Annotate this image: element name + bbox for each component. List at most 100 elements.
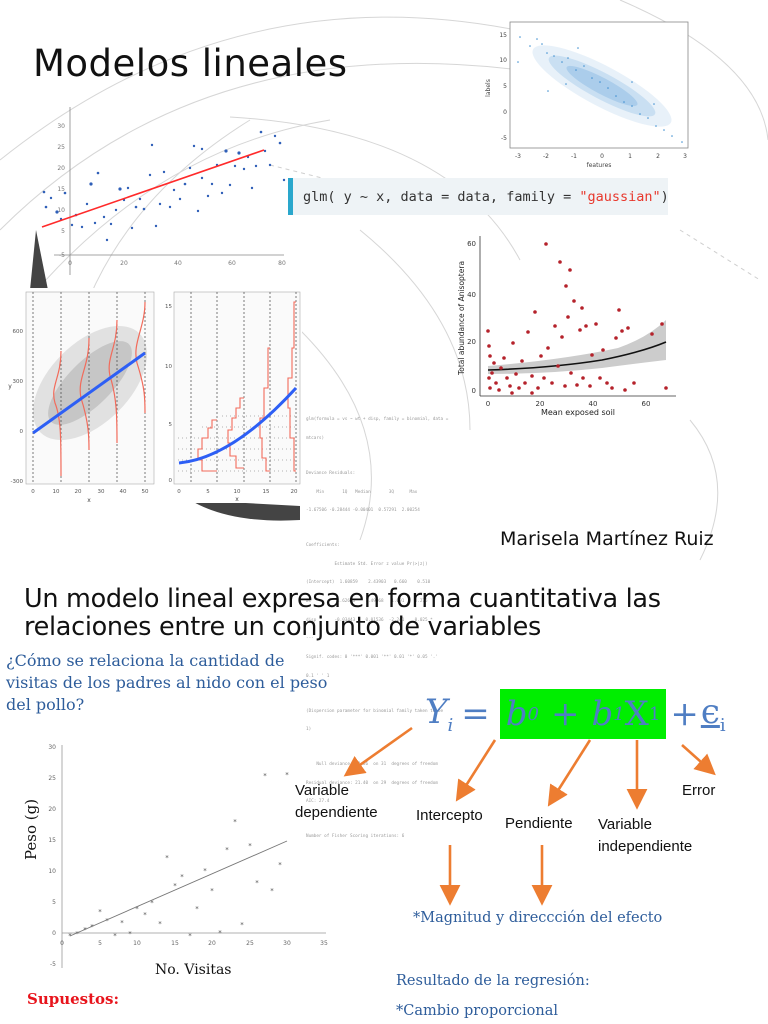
r-line: Deviance Residuals:	[306, 471, 356, 477]
y-axis-label: Peso (g)	[22, 798, 40, 860]
svg-text:20: 20	[208, 940, 216, 947]
svg-text:2: 2	[656, 153, 660, 160]
svg-text:15: 15	[263, 489, 270, 495]
svg-text:30: 30	[98, 489, 105, 495]
background-arcs	[0, 0, 768, 561]
r-line: glm(formula = vs ~ wt + disp, family = b…	[306, 417, 449, 423]
svg-text:60: 60	[228, 260, 236, 267]
svg-text:*: *	[233, 818, 237, 826]
svg-text:0: 0	[60, 940, 64, 947]
svg-text:25: 25	[246, 940, 254, 947]
svg-text:15: 15	[165, 304, 172, 310]
svg-text:*: *	[270, 887, 274, 895]
dark-wedge-bottom	[190, 500, 300, 521]
r-line: Coefficients:	[306, 543, 340, 549]
svg-text:0: 0	[169, 478, 173, 484]
eq-equals: =	[461, 694, 490, 734]
r-line: Residual deviance: 21.40 on 29 degrees o…	[306, 780, 438, 786]
svg-text:*: *	[210, 887, 214, 895]
svg-text:10: 10	[53, 489, 60, 495]
svg-text:10: 10	[165, 364, 172, 370]
svg-text:1: 1	[628, 153, 632, 160]
svg-text:x: x	[235, 496, 239, 503]
r-line: Estimate Std. Error z value Pr(>|z|)	[306, 561, 428, 567]
svg-text:0: 0	[472, 387, 476, 395]
code-text: glm( y ~ x, data = data, family =	[303, 189, 580, 205]
svg-text:*: *	[248, 842, 252, 850]
r-line: Min 1Q Median 3Q Max	[306, 489, 418, 495]
label-variable-independiente: Variable independiente	[598, 816, 693, 855]
svg-text:0: 0	[177, 489, 181, 495]
svg-text:30: 30	[48, 744, 56, 751]
result-item: *Cambio proporcional	[396, 1003, 558, 1019]
svg-text:*: *	[98, 908, 102, 916]
svg-text:5: 5	[61, 228, 65, 235]
svg-text:-3: -3	[515, 153, 521, 160]
svg-text:20: 20	[48, 806, 56, 813]
svg-text:-5: -5	[59, 252, 65, 259]
svg-text:10: 10	[234, 489, 241, 495]
svg-text:*: *	[180, 873, 184, 881]
svg-text:labels: labels	[485, 79, 492, 97]
svg-text:*: *	[150, 899, 154, 907]
svg-text:30: 30	[283, 940, 291, 947]
svg-text:0: 0	[68, 260, 72, 267]
svg-text:3: 3	[683, 153, 687, 160]
r-line: 1)	[306, 727, 312, 733]
svg-text:40: 40	[467, 291, 476, 299]
svg-text:*: *	[188, 932, 192, 940]
svg-text:600: 600	[13, 329, 24, 335]
svg-text:-1: -1	[571, 153, 577, 160]
svg-text:40: 40	[174, 260, 182, 267]
svg-text:40: 40	[120, 489, 127, 495]
eq-error-term: ϵi	[700, 692, 726, 736]
chart-anisoptera: 60 40 20 0 0 20 40 60 Mean exposed soil Total …	[457, 236, 676, 417]
svg-text:*: *	[195, 905, 199, 913]
r-line: mtcars)	[306, 436, 325, 442]
svg-text:20: 20	[467, 338, 476, 346]
code-string: "gaussian"	[579, 189, 661, 205]
svg-text:*: *	[165, 854, 169, 862]
svg-text:*: *	[285, 771, 289, 779]
svg-text:*: *	[225, 846, 229, 854]
svg-text:*: *	[203, 867, 207, 875]
svg-text:10: 10	[57, 207, 65, 214]
supuestos-heading: Supuestos:	[27, 990, 120, 1008]
section-heading: Un modelo lineal expresa en forma cuanti…	[24, 584, 661, 642]
svg-text:*: *	[143, 911, 147, 919]
r-line: 0.1 ' ' 1	[306, 673, 330, 679]
result-title: Resultado de la regresión:	[396, 973, 590, 989]
slide-title: Modelos lineales	[33, 42, 348, 85]
r-line: ---	[306, 636, 314, 642]
svg-text:*: *	[75, 930, 79, 938]
svg-text:60: 60	[467, 240, 476, 248]
x-axis-label: No. Visitas	[155, 962, 232, 978]
svg-text:50: 50	[142, 489, 149, 495]
svg-text:Total abundance of Anisoptera: Total abundance of Anisoptera	[457, 261, 466, 376]
r-line: Number of Fisher Scoring iterations: 6	[306, 834, 405, 840]
author-name: Marisela Martínez Ruiz	[500, 528, 714, 550]
chart-gaussian-conditional: 600 300 0 -300 0 10 20 30 40 50 x y	[2, 288, 157, 510]
svg-text:15: 15	[48, 837, 56, 844]
svg-text:-5: -5	[501, 135, 507, 142]
svg-text:5: 5	[169, 422, 173, 428]
svg-text:*: *	[263, 772, 267, 780]
svg-text:*: *	[128, 930, 132, 938]
svg-text:5: 5	[98, 940, 102, 947]
svg-text:*: *	[135, 905, 139, 913]
svg-text:-5: -5	[50, 961, 56, 968]
r-line: disp -0.03443 0.01536 -2.241 0.025 *	[306, 617, 433, 623]
svg-text:0: 0	[31, 489, 35, 495]
svg-text:Mean exposed soil: Mean exposed soil	[541, 408, 615, 417]
r-line: -1.67506 -0.28444 -0.00401 0.57291 2.002…	[306, 508, 420, 514]
svg-text:0: 0	[52, 930, 56, 937]
research-question: ¿Cómo se relaciona la cantidad de visita…	[6, 651, 328, 714]
svg-text:15: 15	[57, 186, 65, 193]
svg-text:25: 25	[57, 144, 65, 151]
svg-text:y: y	[8, 383, 12, 390]
svg-text:x: x	[87, 497, 91, 504]
svg-text:20: 20	[75, 489, 82, 495]
